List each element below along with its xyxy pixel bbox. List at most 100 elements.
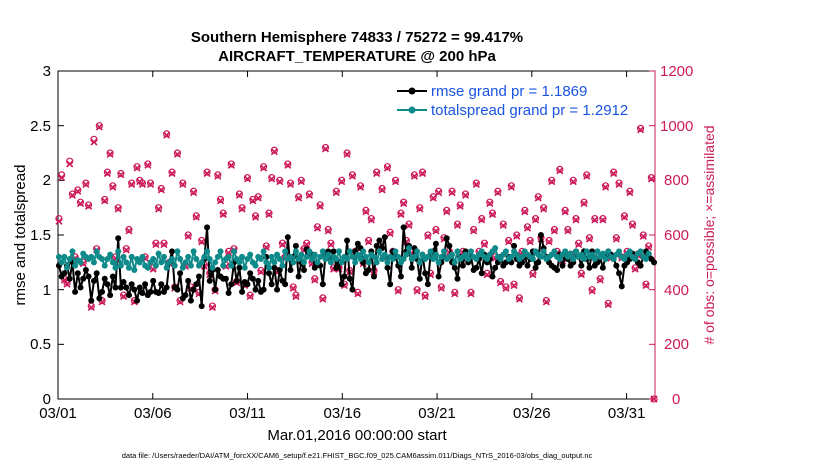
rmse-point [185,277,192,284]
obs-possible-point [585,234,594,242]
obs-assimilated-point [85,202,93,210]
obs-assimilated-point [87,303,95,311]
rmse-point [90,277,97,284]
rmse-point [274,286,281,293]
obs-possible-point [448,187,456,195]
obs-possible-point [610,168,618,176]
totalspread-point [90,259,97,266]
obs-possible-point [515,294,524,302]
obs-assimilated-point [515,295,523,303]
rmse-point [249,275,256,282]
obs-possible-point [295,193,303,201]
rmse-point [532,264,539,271]
obs-assimilated-point [483,271,491,279]
obs-assimilated-point [76,200,85,208]
totalspread-point [381,251,388,258]
totalspread-point [365,259,372,266]
totalspread-point [605,248,612,255]
totalspread-point [64,264,71,271]
obs-possible-point [596,275,604,283]
totalspread-point [61,253,68,260]
x-axis-label: Mar.01,2016 00:00:00 start [267,427,447,444]
obs-possible-point [480,239,489,247]
legend-rmse-label: rmse grand pr = 1.1869 [431,83,587,100]
obs-possible-point [523,223,532,231]
obs-assimilated-point [278,241,287,249]
obs-assimilated-point [55,217,63,225]
obs-assimilated-point [631,265,639,273]
obs-possible-point [189,187,198,195]
obs-assimilated-point [647,175,655,183]
totalspread-point [131,266,138,273]
rmse-point [190,286,197,293]
rmse-point [198,303,205,310]
obs-possible-point [367,215,375,223]
rmse-point [535,259,542,266]
obs-possible-point [636,124,645,132]
y-left-tick-labels: 0 0.5 1 1.5 2 2.5 3 [30,63,51,408]
obs-possible-point [478,215,486,223]
obs-possible-point [550,225,559,234]
obs-assimilated-point [548,178,556,186]
rmse-point [125,292,132,299]
totalspread-point [104,256,111,263]
rmse-point [365,266,372,273]
obs-possible-point [591,215,599,223]
totalspread-point [465,256,472,263]
obs-possible-point [74,186,82,194]
obs-assimilated-point [461,191,470,199]
axis-ticks [57,70,655,400]
obs-possible-point [324,225,332,234]
obs-assimilated-point [610,169,618,178]
obs-possible-point [292,291,300,299]
obs-assimilated-point [109,183,117,191]
obs-assimilated-point [639,232,647,240]
obs-assimilated-point [580,200,588,208]
obs-assimilated-point [324,227,332,235]
obs-assimilated-point [316,202,324,210]
obs-assimilated-point [373,169,381,178]
obs-possible-point [620,212,629,220]
obs-assimilated-point [198,238,206,246]
obs-assimilated-point [332,189,340,197]
y-right-axis-label: # of obs: o=possible; ×=assimilated [701,125,717,344]
obs-assimilated-point [179,180,187,188]
rmse-point [292,242,299,249]
obs-possible-point [542,297,550,305]
obs-assimilated-point [270,148,278,156]
obs-possible-point [259,163,268,171]
obs-possible-point [631,264,639,272]
obs-assimilated-point [502,284,510,292]
totalspread-point [201,253,208,260]
obs-possible-point [227,160,235,168]
obs-possible-point [338,176,346,184]
totalspread-point [435,259,442,266]
totalspread-point [152,262,159,269]
totalspread-point [411,253,418,260]
totalspread-point [99,256,106,263]
data-file-footnote: data file: /Users/raeder/DAI/ATM_forcXX/… [122,451,593,460]
y-left-axis-label: rmse and totalspread [12,165,29,306]
totalspread-point [360,248,367,255]
totalspread-point [419,251,426,258]
totalspread-point [583,248,590,255]
rmse-point [435,273,442,280]
rmse-point [578,262,585,269]
obs-possible-point [265,209,273,217]
rmse-point [537,232,544,238]
totalspread-point [174,248,181,255]
rmse-point [489,273,496,280]
totalspread-point [230,248,237,255]
obs-possible-point [521,206,529,214]
obs-assimilated-point [421,292,429,301]
obs-possible-point [432,225,440,234]
rmse-point [96,295,103,302]
totalspread-point [537,253,544,260]
obs-possible-point [313,223,322,231]
rmse-point [255,277,262,284]
totalspread-point [392,248,399,255]
obs-assimilated-point [173,150,181,158]
rmse-point [618,283,625,290]
rmse-point [349,286,356,293]
